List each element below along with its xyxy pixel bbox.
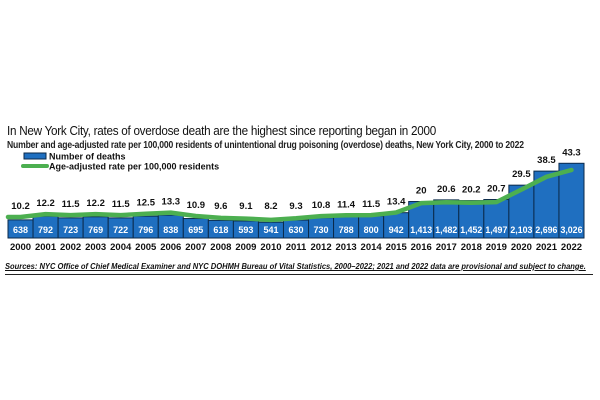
rate-line — [5, 167, 574, 223]
x-tick-label: 2003 — [85, 242, 106, 253]
bar-value-label: 638 — [13, 225, 28, 235]
bar-value-label: 838 — [163, 225, 178, 235]
bar-value-label: 796 — [138, 225, 153, 235]
rate-value-label: 20 — [416, 186, 427, 197]
bar-value-label: 1,497 — [485, 225, 507, 235]
rate-value-label: 20.7 — [487, 184, 506, 195]
rate-value-label: 43.3 — [562, 147, 581, 158]
rate-value-label: 10.9 — [187, 200, 206, 211]
x-tick-label: 2001 — [35, 242, 57, 253]
rate-value-label: 12.2 — [86, 198, 105, 209]
rate-value-label: 10.8 — [312, 200, 331, 211]
legend-swatch-deaths — [23, 152, 47, 160]
bar-value-label: 3,026 — [560, 225, 582, 235]
rate-value-label: 20.6 — [437, 184, 456, 195]
x-tick-label: 2016 — [411, 242, 432, 253]
rate-value-label: 11.5 — [112, 199, 131, 210]
rate-value-label: 12.5 — [136, 198, 155, 209]
x-tick-label: 2011 — [286, 242, 307, 253]
rate-value-label: 11.4 — [337, 199, 356, 210]
x-tick-label: 2018 — [461, 242, 482, 253]
bar-value-label: 723 — [63, 225, 78, 235]
bar-deaths-2018 — [458, 200, 485, 239]
legend-label-rate: Age-adjusted rate per 100,000 residents — [49, 162, 219, 172]
bar-value-label: 722 — [113, 225, 128, 235]
chart-title: In New York City, rates of overdose deat… — [7, 123, 436, 138]
bar-deaths-2017 — [433, 199, 460, 239]
x-tick-label: 2009 — [235, 242, 256, 253]
bar-value-label: 1,482 — [435, 225, 457, 235]
bar-value-label: 630 — [288, 225, 303, 235]
x-tick-label: 2005 — [135, 242, 157, 253]
bar-value-label: 792 — [38, 225, 53, 235]
bar-value-label: 1,452 — [460, 225, 482, 235]
x-tick-label: 2015 — [386, 242, 408, 253]
x-tick-label: 2004 — [110, 242, 132, 253]
bar-value-label: 2,696 — [535, 225, 557, 235]
rate-value-label: 38.5 — [537, 155, 556, 166]
rate-value-label: 13.4 — [387, 196, 406, 207]
rate-value-label: 12.2 — [36, 198, 55, 209]
x-tick-label: 2020 — [511, 242, 532, 253]
x-tick-label: 2000 — [10, 242, 31, 253]
rate-value-label: 9.1 — [239, 201, 253, 212]
rate-value-label: 29.5 — [512, 169, 531, 180]
rate-value-label: 10.2 — [11, 201, 30, 212]
x-tick-label: 2022 — [561, 242, 582, 253]
x-tick-label: 2010 — [260, 242, 281, 253]
bar-value-label: 2,103 — [510, 225, 532, 235]
x-tick-label: 2008 — [210, 242, 231, 253]
bar-value-label: 769 — [88, 225, 103, 235]
bar-value-label: 942 — [389, 225, 404, 235]
rate-value-label: 8.2 — [264, 201, 277, 212]
bar-value-label: 730 — [314, 225, 329, 235]
x-tick-label: 2021 — [536, 242, 558, 253]
chart-subtitle: Number and age-adjusted rate per 100,000… — [7, 140, 524, 151]
rate-value-label: 20.2 — [462, 185, 481, 196]
x-tick-label: 2006 — [160, 242, 181, 253]
bar-value-label: 541 — [263, 225, 278, 235]
rate-value-label: 9.6 — [214, 201, 227, 212]
divider — [5, 274, 593, 275]
rate-value-label: 13.3 — [162, 197, 181, 208]
bar-deaths-2022 — [558, 162, 585, 239]
x-tick-label: 2017 — [436, 242, 457, 253]
x-tick-label: 2019 — [486, 242, 507, 253]
bar-value-label: 593 — [238, 225, 253, 235]
rate-value-label: 9.3 — [289, 201, 302, 212]
bar-value-label: 1,413 — [410, 225, 432, 235]
x-tick-label: 2013 — [336, 242, 357, 253]
legend-label-deaths: Number of deaths — [49, 152, 126, 162]
bar-deaths-2019 — [483, 199, 510, 239]
x-tick-label: 2007 — [185, 242, 206, 253]
x-tick-label: 2012 — [310, 242, 331, 253]
bar-value-label: 618 — [213, 225, 228, 235]
rate-value-label: 11.5 — [362, 199, 381, 210]
bar-value-label: 695 — [188, 225, 203, 235]
bar-value-label: 788 — [339, 225, 354, 235]
x-tick-label: 2014 — [361, 242, 383, 253]
bar-value-label: 800 — [364, 225, 379, 235]
source-note: Sources: NYC Office of Chief Medical Exa… — [5, 261, 586, 271]
rate-value-label: 11.5 — [62, 199, 81, 210]
x-tick-label: 2002 — [60, 242, 81, 253]
